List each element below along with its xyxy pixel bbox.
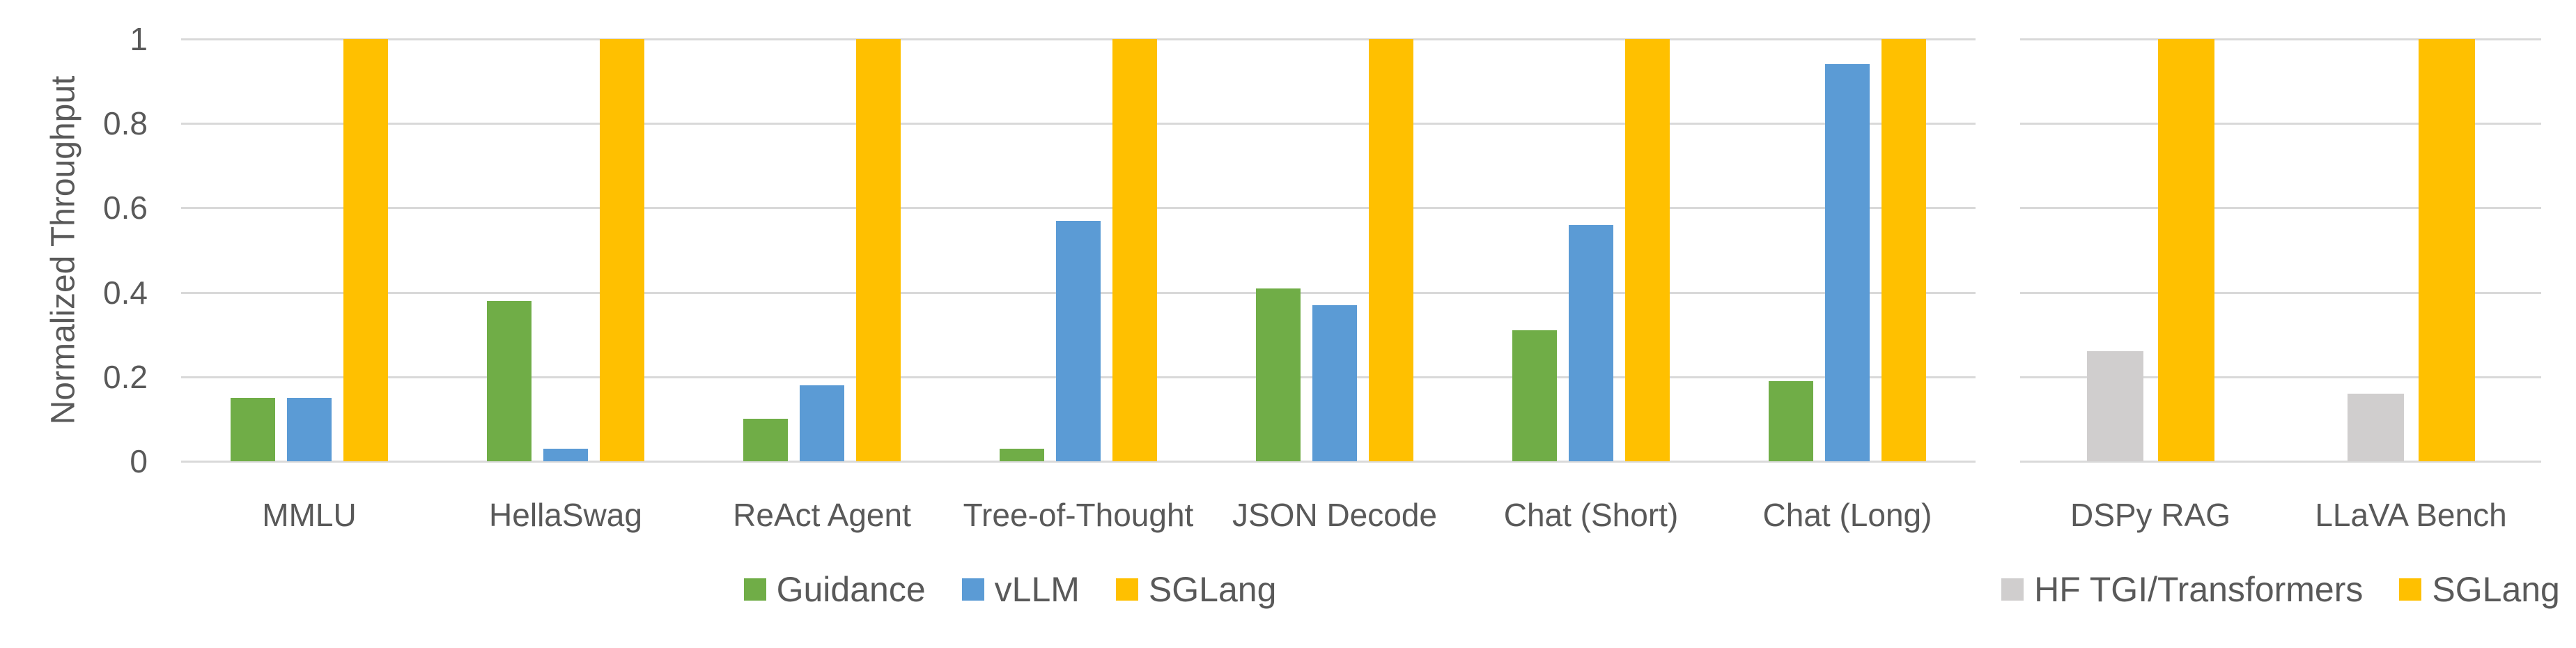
bar-vllm-chat-short [1569,224,1613,461]
gridline-y-1 [181,38,1976,40]
bar-vllm-hellaswag [543,448,588,461]
bar-sglang-mmlu [343,39,388,461]
bar-sglang-tree-of-thought [1112,39,1157,461]
x-label-hellaswag: HellaSwag [489,497,642,533]
bar-sglang-llava-bench [2418,39,2475,461]
bar-guidance-hellaswag [487,300,532,461]
bar-guidance-chat-long [1769,380,1813,461]
bar-sglang-chat-short [1625,39,1670,461]
legend-swatch-hf-tgi-transformers [2001,578,2024,601]
legend-label-guidance: Guidance [776,570,926,609]
legend-label-sglang: SGLang [1148,570,1277,609]
legend-label-vllm: vLLM [994,570,1080,609]
bar-vllm-tree-of-thought [1056,220,1101,461]
legend-item-guidance: Guidance [743,569,926,610]
gridline-y-0 [2020,461,2541,463]
legend-swatch-sglang [1115,578,1138,601]
bar-guidance-chat-short [1512,330,1557,461]
gridline-y-0-8 [2020,123,2541,125]
x-label-llava-bench: LLaVA Bench [2315,497,2507,533]
bar-hf-tgi-transformers-dspy-rag [2086,351,2143,461]
y-tick-label-1: 1 [130,21,148,57]
gridline-y-0-2 [2020,376,2541,378]
legend-label-sglang: SGLang [2432,570,2560,609]
x-label-mmlu: MMLU [262,497,357,533]
y-tick-label-0-2: 0.2 [103,358,148,395]
gridline-y-0-6 [2020,207,2541,210]
x-label-react-agent: ReAct Agent [733,497,911,533]
bar-sglang-chat-long [1881,39,1926,461]
bar-sglang-hellaswag [600,39,644,461]
bar-vllm-mmlu [287,398,332,461]
right-chart-legend: HF TGI/Transformers SGLang [2001,560,2560,619]
legend-swatch-sglang [2399,578,2422,601]
x-label-dspy-rag: DSPy RAG [2070,497,2231,533]
bar-sglang-dspy-rag [2157,39,2214,461]
legend-swatch-guidance [743,578,766,601]
gridline-y-0-4 [2020,291,2541,294]
legend-item-vllm: vLLM [961,569,1080,610]
x-label-chat-long: Chat (Long) [1762,497,1932,533]
bar-vllm-json-decode [1312,304,1357,461]
bar-sglang-react-agent [856,39,901,461]
left-chart-legend: Guidance vLLM SGLang [0,560,2020,619]
x-label-json-decode: JSON Decode [1232,497,1438,533]
legend-item-hf-tgi-transformers: HF TGI/Transformers [2001,569,2363,610]
y-tick-label-0: 0 [130,443,148,479]
x-label-chat-short: Chat (Short) [1503,497,1679,533]
right-chart-plot-area [2020,38,2541,463]
gridline-y-1 [2020,38,2541,40]
gridline-y-0 [181,461,1976,463]
gridline-y-0-6 [181,207,1976,210]
x-label-tree-of-thought: Tree-of-Thought [963,497,1194,533]
bar-sglang-json-decode [1369,39,1413,461]
legend-item-sglang: SGLang [2399,569,2560,610]
legend-label-hf-tgi-transformers: HF TGI/Transformers [2034,570,2364,609]
gridline-y-0-8 [181,123,1976,125]
bar-guidance-json-decode [1256,288,1301,461]
bar-vllm-chat-long [1825,64,1870,461]
y-tick-label-0-6: 0.6 [103,190,148,226]
bar-guidance-tree-of-thought [1000,448,1044,461]
bar-guidance-react-agent [743,419,788,461]
bar-vllm-react-agent [800,385,844,461]
y-tick-label-0-8: 0.8 [103,105,148,142]
y-tick-label-0-4: 0.4 [103,274,148,311]
legend-swatch-vllm [961,578,984,601]
bar-hf-tgi-transformers-llava-bench [2347,394,2404,461]
legend-item-sglang: SGLang [1115,569,1277,610]
left-chart-plot-area [181,38,1976,463]
bar-guidance-mmlu [231,398,275,461]
